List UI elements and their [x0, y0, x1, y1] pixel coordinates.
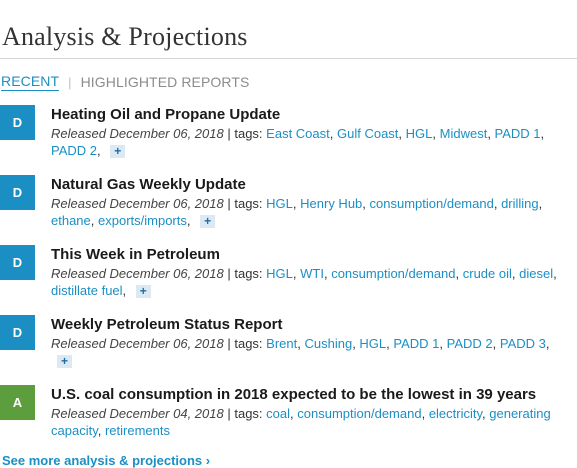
plus-icon[interactable]: + — [110, 145, 126, 159]
tag-link[interactable]: Gulf Coast — [337, 126, 399, 141]
item-title-link[interactable]: This Week in Petroleum — [51, 246, 220, 263]
tag-link[interactable]: ethane — [51, 213, 91, 228]
tags-label: | tags: — [227, 406, 263, 421]
item-body: U.S. coal consumption in 2018 expected t… — [51, 385, 573, 439]
tag-link[interactable]: retirements — [104, 423, 170, 438]
tag-link[interactable]: PADD 2 — [446, 336, 493, 351]
tag-link[interactable]: exports/imports — [98, 213, 187, 228]
tag-link[interactable]: HGL — [266, 266, 293, 281]
item-meta: Released December 06, 2018 | tags: East … — [51, 126, 545, 159]
item-body: Natural Gas Weekly Update Released Decemb… — [51, 175, 573, 229]
tags-label: | tags: — [227, 266, 263, 281]
page-title: Analysis & Projections — [2, 22, 248, 51]
tags-label: | tags: — [227, 196, 263, 211]
tag-link[interactable]: consumption/demand — [297, 406, 422, 421]
item-title-link[interactable]: U.S. coal consumption in 2018 expected t… — [51, 386, 537, 403]
list-item: D This Week in Petroleum Released December… — [0, 242, 577, 312]
release-date: Released December 06, 2018 — [51, 336, 224, 351]
tag-link[interactable]: diesel — [519, 266, 554, 281]
tag-link[interactable]: distillate fuel — [51, 283, 123, 298]
tag-link[interactable]: HGL — [359, 336, 387, 351]
item-body: Weekly Petroleum Status Report Released D… — [51, 315, 573, 369]
list-item: A U.S. coal consumption in 2018 expected … — [0, 382, 577, 452]
item-title-link[interactable]: Natural Gas Weekly Update — [51, 176, 246, 193]
list-item: D Weekly Petroleum Status Report Released … — [0, 312, 577, 382]
plus-icon[interactable]: + — [57, 355, 72, 369]
report-type-badge[interactable]: D — [0, 175, 35, 210]
report-type-badge[interactable]: D — [0, 245, 35, 280]
tab-recent[interactable]: RECENT — [1, 73, 60, 91]
release-date: Released December 06, 2018 — [51, 266, 224, 281]
tag-link[interactable]: consumption/demand — [369, 196, 494, 211]
tag-link[interactable]: Midwest — [439, 126, 488, 141]
tab-highlighted-reports[interactable]: HIGHLIGHTED REPORTS — [80, 74, 250, 90]
item-meta: Released December 06, 2018 | tags: HGL, … — [51, 196, 543, 229]
tag-link[interactable]: HGL — [266, 196, 293, 211]
tags-label: | tags: — [227, 126, 263, 141]
tag-link[interactable]: Brent — [266, 336, 298, 351]
tag-link[interactable]: consumption/demand — [331, 266, 456, 281]
item-body: Heating Oil and Propane Update Released D… — [51, 105, 573, 159]
item-title-link[interactable]: Heating Oil and Propane Update — [51, 106, 281, 123]
tag-link[interactable]: PADD 2 — [51, 143, 97, 158]
report-type-badge[interactable]: D — [0, 315, 35, 350]
tag-link[interactable]: WTI — [300, 266, 324, 281]
list-item: D Natural Gas Weekly Update Released Decem… — [0, 172, 577, 242]
item-body: This Week in Petroleum Released December … — [51, 245, 573, 299]
report-type-badge[interactable]: D — [0, 105, 35, 140]
tab-separator: | — [68, 74, 72, 90]
tag-link[interactable]: HGL — [405, 126, 433, 141]
see-more-link[interactable]: See more analysis & projections › — [2, 453, 211, 468]
tag-link[interactable]: crude oil — [462, 266, 512, 281]
tag-link[interactable]: electricity — [428, 406, 483, 421]
tags-label: | tags: — [227, 336, 263, 351]
tag-link[interactable]: PADD 3 — [499, 336, 546, 351]
tag-link[interactable]: coal — [266, 406, 291, 421]
tag-link[interactable]: generating capacity — [51, 406, 551, 438]
report-type-badge[interactable]: A — [0, 385, 35, 420]
item-meta: Released December 06, 2018 | tags: Brent… — [51, 336, 550, 369]
tag-link[interactable]: East Coast — [266, 126, 330, 141]
tag-link[interactable]: Henry Hub — [300, 196, 363, 211]
tag-link[interactable]: drilling — [501, 196, 539, 211]
tag-link[interactable]: PADD 1 — [393, 336, 440, 351]
tab-bar: RECENT | HIGHLIGHTED REPORTS — [1, 72, 249, 92]
item-meta: Released December 04, 2018 | tags: coal,… — [51, 406, 551, 438]
tag-link[interactable]: PADD 1 — [494, 126, 541, 141]
plus-icon[interactable]: + — [200, 215, 216, 229]
plus-icon[interactable]: + — [135, 285, 151, 299]
header-divider — [0, 58, 577, 59]
item-title-link[interactable]: Weekly Petroleum Status Report — [51, 316, 283, 333]
analysis-list: D Heating Oil and Propane Update Released … — [0, 102, 577, 452]
release-date: Released December 06, 2018 — [51, 196, 224, 211]
release-date: Released December 04, 2018 — [51, 406, 224, 421]
tag-link[interactable]: Cushing — [304, 336, 353, 351]
item-meta: Released December 06, 2018 | tags: HGL, … — [51, 266, 557, 299]
release-date: Released December 06, 2018 — [51, 126, 224, 141]
list-item: D Heating Oil and Propane Update Released … — [0, 102, 577, 172]
